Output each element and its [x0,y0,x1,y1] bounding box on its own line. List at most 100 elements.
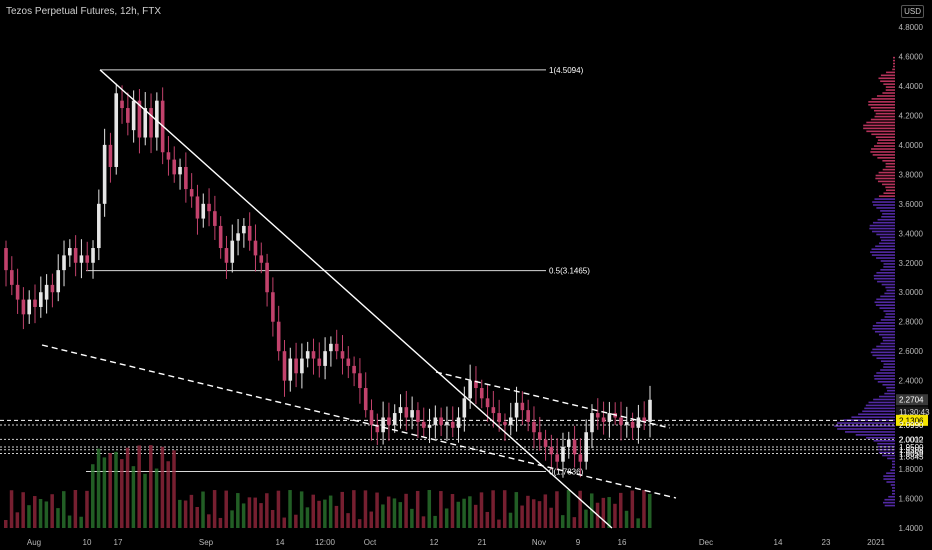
candle-body [520,402,525,411]
chart-title: Tezos Perpetual Futures, 12h, FTX [6,6,162,17]
candle-body [624,421,629,425]
profile-bar [883,475,895,477]
candle-body [369,410,374,425]
volume-bar [230,510,234,528]
profile-bar [876,142,895,144]
profile-bar [881,283,895,286]
profile-bar [873,204,895,206]
profile-bar [858,413,895,416]
profile-bar [880,269,895,271]
profile-bar [875,174,895,177]
profile-bar [875,136,895,139]
candle-body [352,365,356,374]
profile-bar [876,372,895,374]
profile-bar [883,501,895,504]
candle-body [282,351,287,381]
volume-bar [282,517,286,528]
profile-bar [882,168,895,171]
profile-bar [868,401,895,404]
volume-bar [444,508,449,528]
candle-body [126,108,130,123]
candle-body [381,417,385,433]
price-label: 2.0990 [899,421,924,430]
volume-bar [375,492,379,528]
profile-bar [876,322,895,324]
candle-body [323,351,327,366]
volume-bar [108,453,112,528]
x-tick-label: 12 [430,538,439,547]
profile-bar [873,274,895,277]
candle-body [398,407,403,414]
profile-bar [880,260,895,262]
candle-body [642,417,646,422]
profile-bar [882,383,895,386]
volume-bar [102,457,107,528]
currency-badge[interactable]: USD [901,5,924,18]
candle-body [340,351,345,359]
volume-bar [410,508,414,528]
x-tick-label: 12:00 [315,538,336,547]
profile-bar [883,192,895,195]
profile-bar [873,109,895,112]
profile-bar [870,118,895,121]
candle-body [491,407,496,414]
candle-body [189,189,194,197]
volume-bar [549,507,553,528]
profile-bar [877,381,895,383]
profile-bar [882,339,895,342]
profile-bar [876,207,895,209]
profile-bar [892,493,895,495]
profile-bar [876,233,895,236]
profile-bar [885,86,895,88]
profile-bar [870,106,895,109]
profile-bar [851,416,895,418]
profile-bar [884,316,895,318]
profile-bar [892,466,895,469]
candle-body [526,410,530,422]
y-tick-label: 2.6000 [899,347,924,356]
profile-bar [893,56,895,59]
candle-body [421,421,426,428]
candle-body [143,108,148,138]
volume-bar [154,468,159,528]
candle-body [607,413,612,422]
x-tick-label: 16 [618,538,627,547]
channel-upper-line [435,371,671,429]
volume-bar [526,495,530,528]
candle-body [114,93,119,167]
profile-bar [862,410,895,413]
volume-bar [317,500,321,528]
candle-body [85,255,90,263]
candle-body [213,211,217,226]
x-tick-label: 14 [276,538,285,547]
volume-bar [584,509,588,528]
profile-bar [880,295,895,298]
candle-body [259,255,264,263]
volume-bar [485,511,490,528]
profile-bar [892,487,895,489]
candle-body [73,248,78,263]
candle-body [410,410,414,418]
profile-bar [877,157,895,159]
candle-body [224,248,229,263]
volume-bar [607,497,611,528]
candle-body [207,203,211,212]
volume-bar [120,459,124,528]
profile-bar [873,398,895,401]
volume-bar [96,448,101,528]
profile-bar [885,313,895,315]
y-tick-label: 4.0000 [899,141,924,150]
y-tick-label: 3.6000 [899,200,924,209]
volume-bar [578,490,582,528]
profile-bar [885,89,895,91]
candle-body [201,203,206,219]
candle-body [439,417,443,425]
candle-body [184,166,188,190]
volume-bar [247,497,252,528]
profile-bar [881,215,895,218]
candle-body [595,413,600,418]
candle-body [218,225,223,249]
candle-body [584,432,588,462]
volume-bar [207,514,211,528]
